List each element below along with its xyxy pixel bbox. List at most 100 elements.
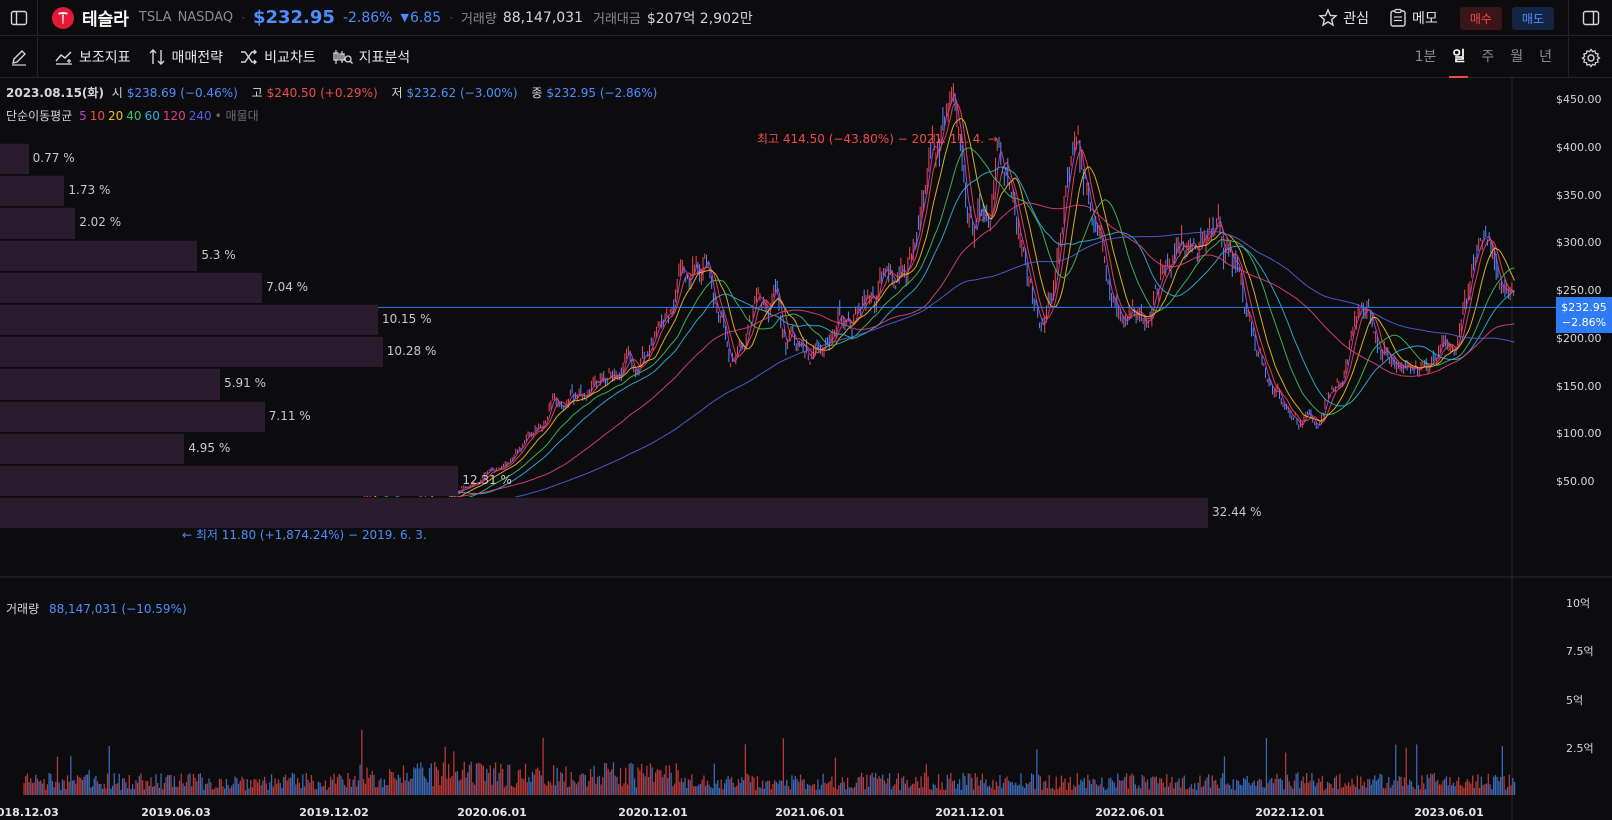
volume-bar [437,769,439,795]
volume-bar [1134,784,1136,795]
volume-bar [1477,774,1479,795]
volume-bar [157,782,159,795]
volume-bar [997,785,999,795]
timeframe-2[interactable]: 주 [1481,49,1495,65]
volume-bar [1081,781,1084,795]
volume-bar [430,763,432,795]
volume-bar [1057,789,1059,795]
volume-bar [1125,773,1128,795]
volume-bar [1169,782,1171,795]
volume-bar [357,780,360,795]
volume-bar [336,776,339,795]
volume-bar [321,786,323,795]
volume-bar [350,786,353,795]
volume-bar [1375,780,1378,795]
timeframe-0[interactable]: 1분 [1414,49,1437,65]
volume-bar [554,785,557,795]
volume-bar [397,774,399,795]
volume-bar [1491,789,1493,795]
volume-bar [741,777,743,795]
buy-button[interactable]: 매수 [1459,6,1502,30]
draw-button[interactable] [0,37,38,77]
timeframe-3[interactable]: 월 [1510,49,1524,65]
watch-button[interactable]: 관심 [1318,8,1369,28]
volume-bar [1055,776,1057,795]
volume-bar [23,783,25,795]
volume-bar [1311,773,1313,795]
volume-bar [971,778,973,795]
volume-bar [815,789,817,795]
volume-bar [1027,784,1029,795]
volume-bar [48,772,50,795]
volume-bar [892,786,894,795]
volume-bar [204,783,207,795]
volume-bar [542,737,544,795]
volume-bar [560,771,562,795]
volume-bar [123,778,125,795]
volume-bar [388,769,391,795]
volume-bar [1316,783,1318,795]
volume-bar [1326,781,1329,795]
volume-bar [958,779,961,795]
volume-bar [552,765,555,795]
volume-bar [1281,780,1283,795]
volume-bar [852,788,854,795]
settings-button[interactable] [1568,37,1612,78]
volume-bar [563,781,565,795]
volume-bar [487,772,490,795]
volume-bar [787,785,790,795]
volume-bar [1237,780,1240,795]
compare-button[interactable]: 비교차트 [239,47,316,67]
change-amount: 6.85 [409,9,442,26]
sidebar-toggle-button[interactable] [0,0,38,35]
panel-toggle-button[interactable] [1568,0,1612,36]
volume-bar [101,789,104,795]
volume-bar [484,780,486,795]
strategy-button[interactable]: 매매전략 [147,47,223,67]
volume-bar [1183,775,1185,795]
volume-bar [1195,790,1198,795]
volume-bar [602,777,604,795]
analysis-button[interactable]: 지표분석 [332,47,410,67]
volume-bar [121,778,124,795]
volume-bar [1067,782,1070,795]
volume-bar [756,776,759,795]
volume-bar [78,777,80,795]
volume-bar [1066,789,1068,795]
volume-bar [932,783,934,795]
volume-bar [1389,787,1392,795]
volume-bar [533,774,535,795]
volume-bar [46,784,49,795]
date-tick-label: 2022.12.01 [1255,806,1325,819]
volume-bar [927,776,929,795]
volume-bar [796,779,798,795]
volume-bar [831,776,833,795]
volume-bar [505,785,507,795]
volume-bar [820,784,823,795]
sell-button[interactable]: 매도 [1511,6,1554,30]
moving-average-legend[interactable]: 단순이동평균 5 10 20 40 60 120 240 • 매물대 [6,107,262,124]
volume-bar [758,787,760,795]
volume-bar [841,777,844,795]
volume-bar [160,773,162,795]
volume-bar [153,785,155,795]
volume-bar [418,768,420,795]
volume-profile-label: 2.02 % [79,215,122,230]
volume-bar [113,773,115,795]
volume-bar [765,781,767,795]
indicator-button[interactable]: 보조지표 [54,47,131,67]
volume-bar [1062,782,1064,795]
volume-bar [371,770,373,795]
volume-bar [230,785,233,795]
volume-bar [843,782,845,795]
timeframe-1[interactable]: 일 [1449,37,1469,78]
volume-bar [1080,779,1082,795]
volume-bar [26,773,29,795]
volume-bar [91,786,94,795]
volume-bar [163,782,166,795]
volume-bar [944,789,947,795]
timeframe-4[interactable]: 년 [1539,49,1552,65]
price-chart[interactable] [0,78,1612,820]
memo-button[interactable]: 메모 [1389,8,1438,28]
volume-bar [658,770,660,795]
